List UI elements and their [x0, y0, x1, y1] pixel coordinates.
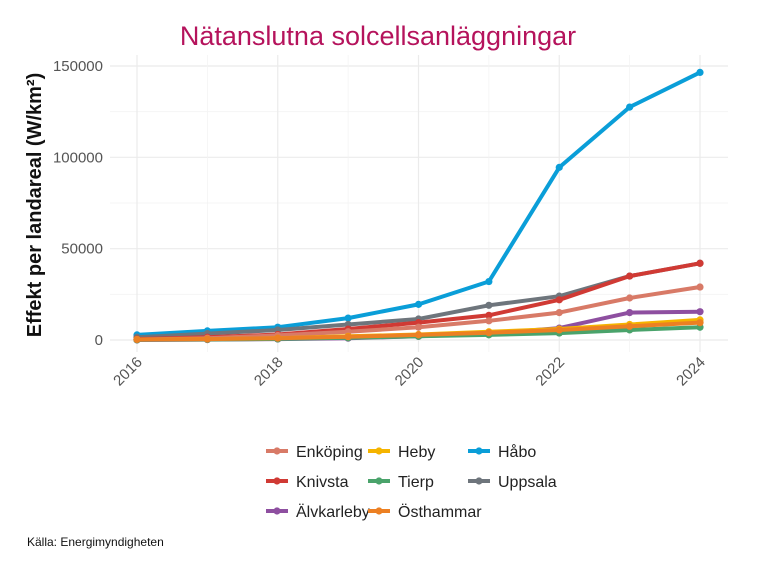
x-tick-label: 2018	[251, 354, 287, 390]
data-point	[696, 68, 704, 76]
data-point	[696, 319, 704, 327]
data-point	[696, 308, 704, 316]
legend-key-point	[375, 477, 383, 485]
data-point	[696, 283, 704, 291]
series-lines	[133, 68, 704, 344]
legend-label: Tierp	[398, 474, 434, 491]
legend-label: Enköping	[296, 444, 363, 461]
data-point	[555, 296, 563, 304]
legend-label: Östhammar	[398, 503, 482, 521]
data-point	[485, 277, 493, 286]
legend-item: Enköping	[266, 444, 363, 461]
y-tick-label: 100000	[53, 149, 103, 166]
data-point	[485, 311, 493, 319]
data-point	[626, 309, 634, 317]
y-axis-label: Effekt per landareal (W/km²)	[24, 73, 46, 338]
legend-key-point	[273, 447, 281, 455]
series-östhammar	[133, 319, 704, 344]
data-point	[485, 329, 493, 337]
data-point	[626, 103, 634, 111]
legend: Enköping Knivsta Älvkarleby Heby Tierp Östham…	[266, 443, 557, 521]
legend-key-point	[475, 447, 483, 455]
y-axis-ticks: 0 50000 100000 150000	[53, 58, 103, 349]
data-point	[485, 317, 493, 325]
legend-item: Östhammar	[368, 503, 482, 521]
data-point	[626, 272, 634, 280]
legend-label: Uppsala	[498, 474, 557, 491]
legend-label: Knivsta	[296, 474, 349, 491]
legend-item: Älvkarleby	[266, 503, 370, 521]
data-point	[696, 259, 704, 267]
data-point	[414, 300, 423, 308]
data-point	[133, 335, 141, 344]
chart-title: Nätanslutna solcellsanläggningar	[180, 21, 576, 51]
data-point	[274, 334, 282, 342]
legend-item: Uppsala	[468, 474, 557, 491]
data-point	[344, 333, 352, 341]
legend-item: Knivsta	[266, 474, 349, 491]
legend-item: Tierp	[368, 474, 434, 491]
data-point	[344, 314, 352, 322]
data-point	[555, 326, 563, 334]
legend-key-point	[273, 507, 281, 515]
data-point	[555, 309, 563, 317]
legend-label: Håbo	[498, 443, 536, 461]
data-point	[414, 331, 423, 339]
legend-label: Älvkarleby	[296, 503, 370, 521]
data-point	[626, 322, 634, 330]
x-tick-label: 2016	[110, 354, 146, 390]
data-point	[414, 323, 423, 331]
legend-key-point	[475, 477, 483, 485]
x-tick-label: 2024	[673, 354, 709, 390]
legend-item: Håbo	[468, 443, 536, 461]
y-tick-label: 150000	[53, 58, 103, 75]
legend-label: Heby	[398, 444, 435, 461]
x-tick-label: 2022	[532, 354, 568, 390]
legend-key-point	[375, 507, 383, 515]
data-point	[555, 163, 563, 171]
x-axis-ticks: 2016 2018 2020 2022 2024	[110, 354, 709, 390]
data-point	[626, 294, 634, 302]
legend-item: Heby	[368, 444, 435, 461]
y-tick-label: 50000	[61, 241, 103, 258]
data-point	[203, 335, 211, 343]
source-caption: Källa: Energimyndigheten	[27, 535, 164, 549]
y-tick-label: 0	[95, 332, 103, 349]
legend-key-point	[273, 477, 281, 485]
legend-key-point	[375, 447, 383, 455]
data-point	[485, 301, 493, 309]
x-tick-label: 2020	[392, 354, 428, 390]
